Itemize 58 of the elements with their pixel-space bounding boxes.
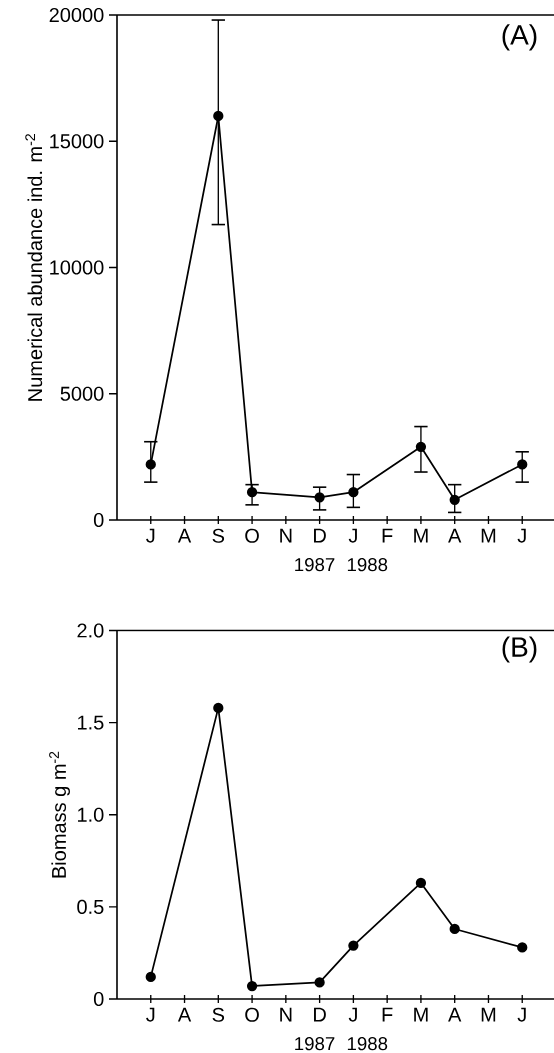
chart-title: (A) [502,24,537,51]
point [246,487,258,498]
point [145,459,156,470]
y-tick-label: 1.5 [78,715,104,730]
x-tick-label: J [146,1007,155,1022]
x-tick-label: A [177,1007,192,1022]
point [314,492,325,503]
x-tick-label: J [348,1007,357,1022]
y-tick-label: 5000 [60,386,104,401]
point [415,877,427,889]
point [449,494,460,505]
x-tick-label: M [414,528,428,543]
point [449,923,460,935]
y-tick-label: 0.5 [77,899,104,914]
x-tick-label: M [481,528,496,543]
point [213,110,224,122]
x-tick-label: F [382,1007,393,1022]
x-tick-label: O [245,1007,259,1022]
y-tick-label: 10000 [50,260,104,275]
point [348,487,359,498]
y-axis-title: Biomass g m$^{-2}$ [49,751,70,878]
x-tick-label: D [314,528,326,543]
y-axis-title: Numerical abundance ind. m$^{-2}$ [25,134,43,401]
x-tick-label: S [212,1007,225,1022]
x-tick-label: D [314,1007,326,1022]
point [517,942,528,953]
x-tick-label: O [245,528,259,543]
point [314,977,325,988]
y-tick-label: 15000 [50,134,104,149]
text: 1987 [295,558,335,572]
point [213,702,224,714]
text: 1988 [347,1037,388,1051]
y-tick-label: 0 [93,512,104,528]
x-tick-label: J [348,528,357,543]
x-tick-label: A [448,1007,462,1022]
x-tick-label: A [177,528,192,543]
x-tick-label: S [212,528,225,543]
x-tick-label: A [448,528,462,543]
point [145,971,156,983]
point [246,980,258,992]
text: 1988 [347,558,388,572]
chart-title: (B) [502,636,537,663]
y-tick-label: 0 [93,991,104,1007]
point [517,459,528,470]
x-tick-label: J [517,528,526,543]
x-tick-label: N [280,528,292,543]
x-tick-label: J [517,1007,526,1022]
y-tick-label: 2.0 [77,623,104,638]
x-tick-label: M [481,1007,496,1022]
x-tick-label: F [382,528,393,543]
y-tick-label: 1.0 [78,807,104,822]
x-tick-label: M [414,1007,428,1022]
point [415,441,427,452]
point [348,940,359,951]
text: 1987 [295,1037,335,1051]
y-tick-label: 20000 [49,7,104,23]
x-tick-label: N [280,1007,292,1022]
x-tick-label: J [146,528,155,543]
